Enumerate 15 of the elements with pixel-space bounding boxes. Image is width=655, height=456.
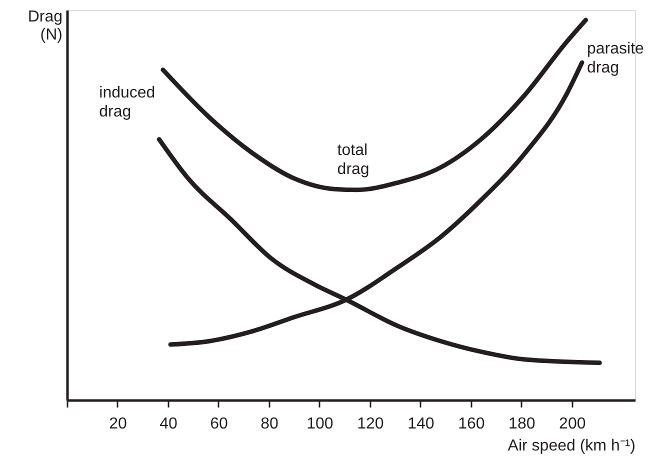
y-axis-title: Drag (N) — [28, 8, 62, 44]
x-tick-label: 40 — [160, 416, 178, 432]
x-tick-label: 180 — [508, 416, 536, 432]
x-tick-label: 100 — [306, 416, 334, 432]
x-tick-label: 200 — [559, 416, 586, 432]
x-tick-label: 20 — [109, 416, 127, 432]
x-tick-label: 140 — [408, 416, 434, 432]
x-tick-label: 80 — [260, 416, 278, 432]
x-tick-label: 60 — [210, 416, 228, 432]
series-label: total drag — [337, 142, 370, 178]
x-tick-label: 120 — [357, 416, 384, 432]
x-tick-label: 160 — [458, 416, 485, 432]
series-label: induced drag — [99, 84, 156, 120]
x-axis-title: Air speed (km h⁻¹) — [508, 438, 636, 454]
series-label: parasite drag — [586, 40, 644, 77]
